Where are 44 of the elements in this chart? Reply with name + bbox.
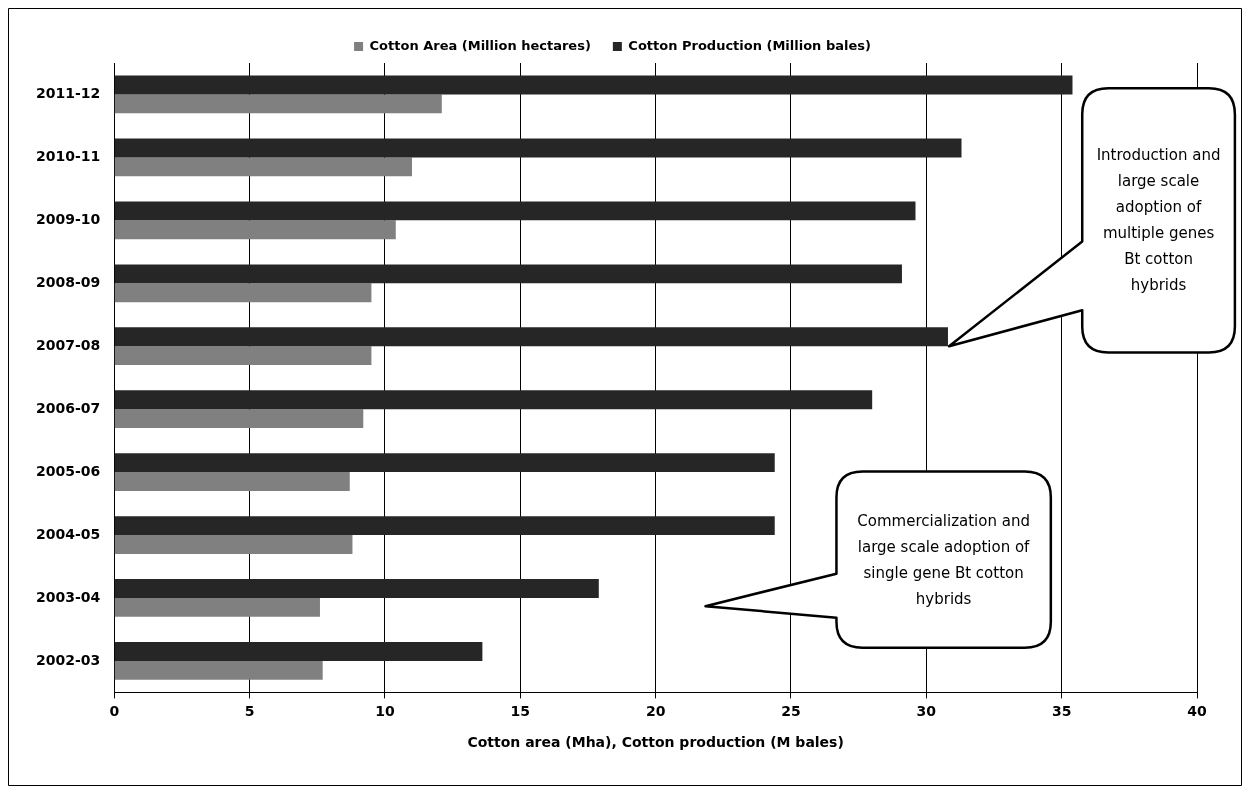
- bar: [114, 579, 599, 598]
- bar: [114, 660, 323, 680]
- bar: [114, 409, 364, 429]
- bar: [114, 453, 775, 473]
- x-tick-label: 20: [645, 703, 666, 720]
- bar: [114, 642, 483, 661]
- bar: [114, 75, 1073, 95]
- y-tick-label: 2006-07: [35, 399, 101, 416]
- annotation: Commercialization and large scale adoption of single gene Bt cotton hybrids: [856, 510, 1031, 610]
- y-tick-label: 2011-12: [35, 85, 101, 102]
- legend-label: Cotton Production (Million bales): [628, 37, 871, 53]
- y-tick-label: 2009-10: [35, 210, 101, 227]
- bar: [114, 516, 775, 536]
- bar: [114, 346, 372, 366]
- y-tick-label: 2002-03: [35, 651, 101, 668]
- y-tick-label: 2003-04: [35, 588, 101, 605]
- bar: [114, 390, 873, 410]
- legend-label: Cotton Area (Million hectares): [369, 37, 591, 53]
- bar: [114, 327, 948, 347]
- x-tick-label: 10: [375, 703, 395, 720]
- x-tick-label: 5: [244, 703, 255, 720]
- bar: [114, 535, 353, 554]
- y-tick-label: 2007-08: [35, 336, 101, 353]
- bar: [114, 220, 396, 240]
- bar: [114, 264, 902, 284]
- bar: [114, 597, 320, 617]
- x-tick-label: 30: [916, 703, 937, 720]
- bar: [114, 138, 962, 158]
- y-tick-label: 2008-09: [35, 273, 101, 290]
- bar: [114, 94, 442, 114]
- y-tick-label: 2005-06: [35, 462, 101, 479]
- bar: [114, 157, 413, 177]
- y-tick-label: 2010-11: [35, 148, 101, 165]
- x-tick-label: 0: [109, 703, 120, 720]
- x-tick-label: 35: [1051, 703, 1072, 720]
- x-tick-label: 25: [781, 703, 801, 720]
- x-axis-title: Cotton area (Mha), Cotton production (M bales): [467, 734, 844, 751]
- bar: [114, 472, 350, 491]
- x-tick-label: 15: [510, 703, 531, 720]
- bar: [114, 283, 372, 303]
- y-tick-label: 2004-05: [35, 525, 101, 542]
- bar: [114, 201, 916, 221]
- x-tick-label: 40: [1187, 703, 1207, 720]
- annotation: Introduction and large scale adoption of multiple genes Bt cotton hybrids: [1096, 145, 1222, 297]
